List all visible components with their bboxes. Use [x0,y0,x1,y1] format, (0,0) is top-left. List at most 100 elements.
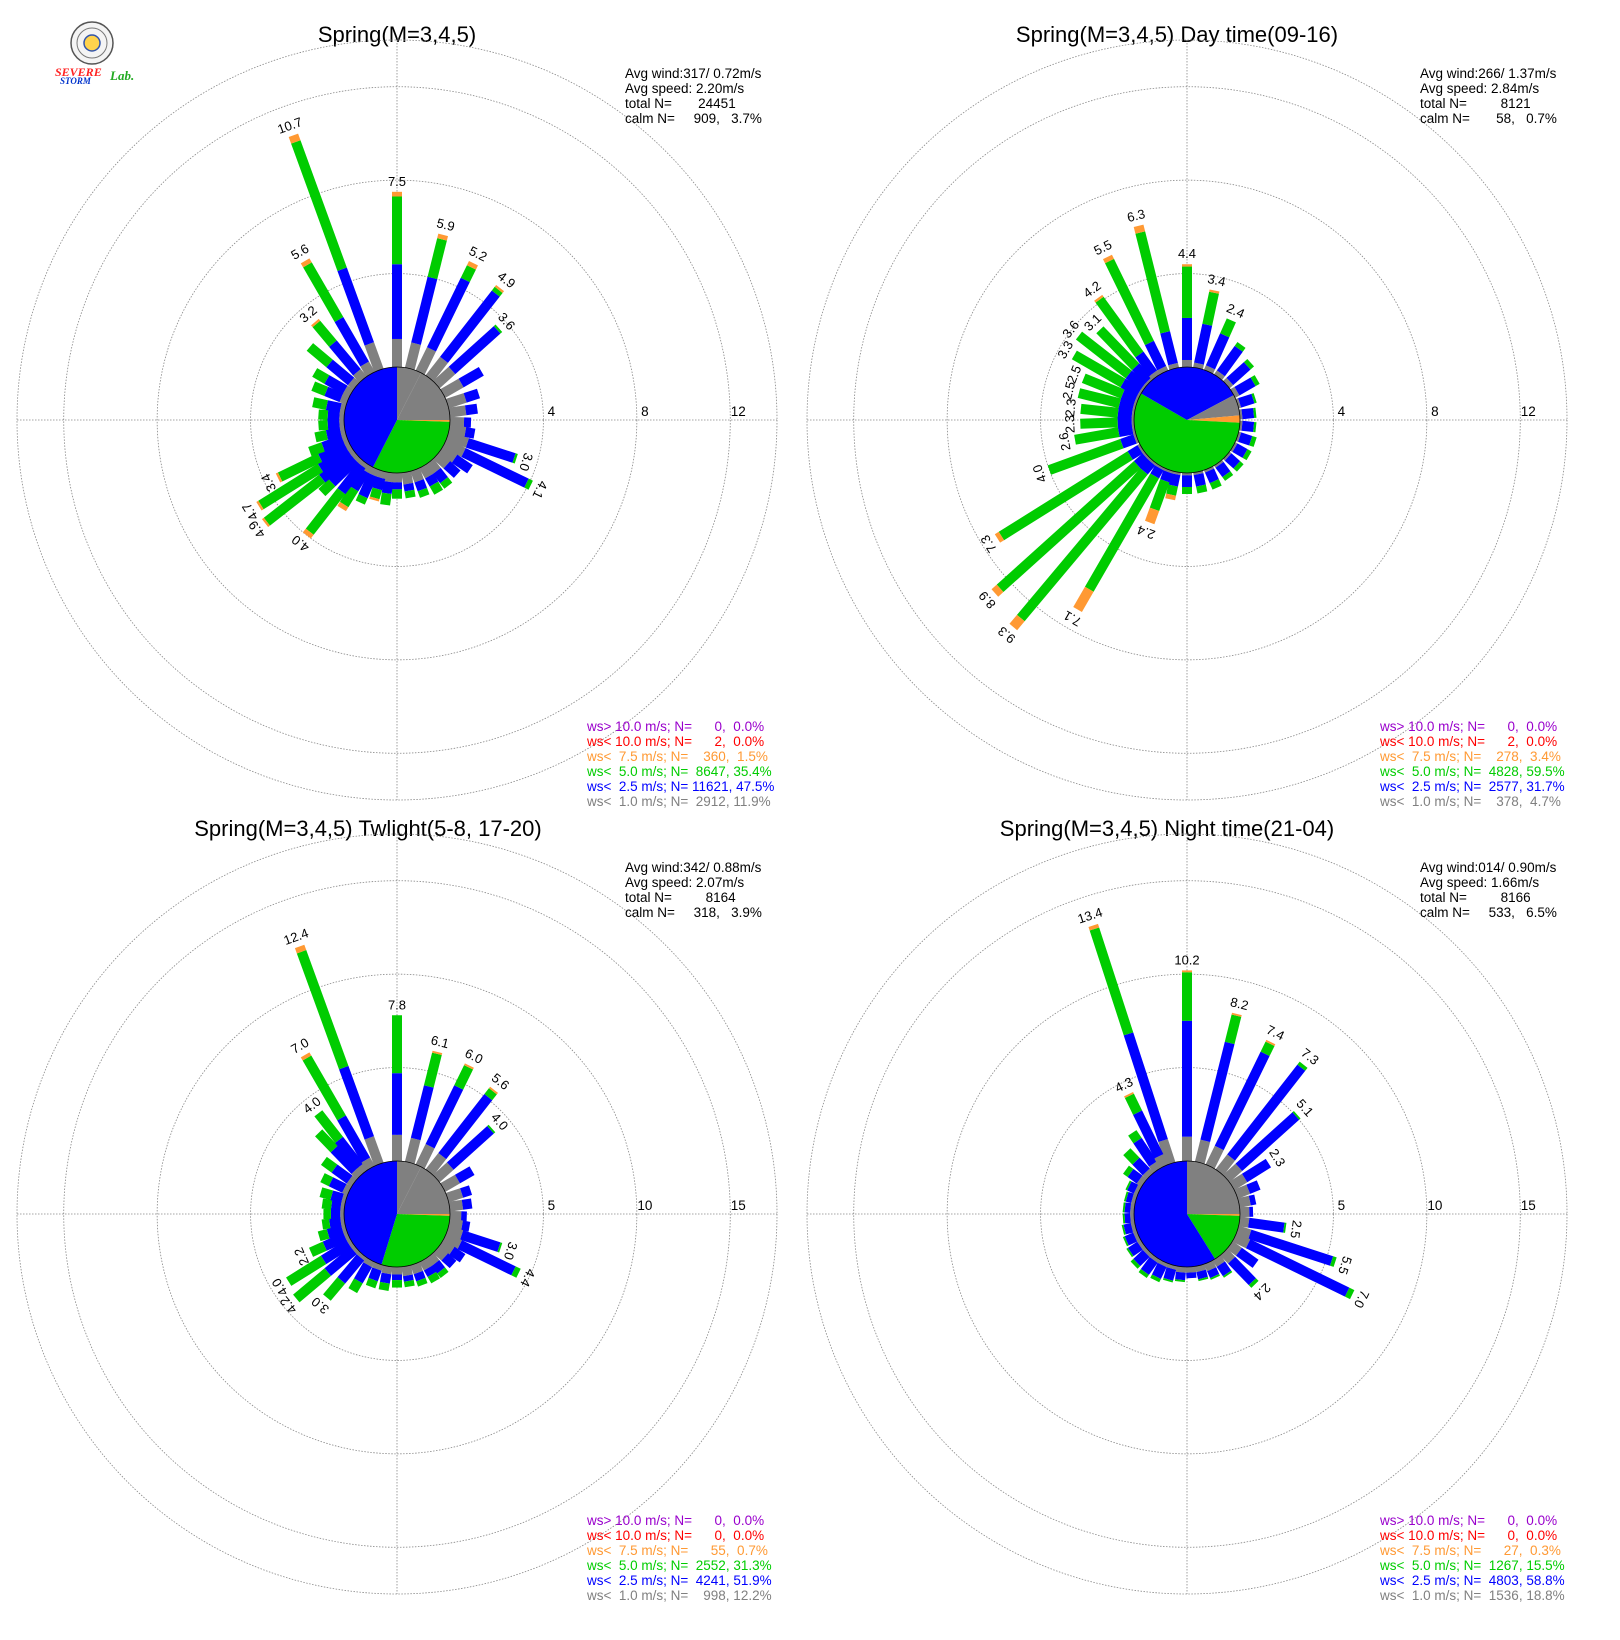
bar-segment [1016,468,1148,622]
direction-bar [1235,431,1257,447]
bar-segment [1232,443,1248,458]
bar-segment [464,403,478,416]
bar-segment [1241,408,1255,420]
bar-segment [1130,1258,1141,1269]
direction-bar [1203,466,1222,490]
legend-lt2_5: ws< 2.5 m/s; N= 2577, 31.7% [1379,779,1565,794]
bar-segment [1175,1271,1186,1281]
calm-pie-slice [343,367,397,468]
bar-segment [340,1209,344,1219]
direction-bar [445,1185,473,1203]
bar-segment [1168,362,1180,370]
bar-segment [1235,398,1242,409]
bar-segment [1186,1272,1197,1279]
bar-segment [325,427,342,440]
bar-segment [1160,331,1178,366]
bar-segment [356,1251,367,1261]
bar-segment [1124,1202,1132,1214]
bar-segment [1234,342,1246,352]
bar-segment [1125,1192,1134,1204]
bar-segment [339,1065,374,1140]
bar-segment [1182,317,1192,360]
legend-lt5: ws< 5.0 m/s; N= 8647, 35.4% [586,764,772,779]
bar-segment [463,388,481,403]
legend-block: ws> 10.0 m/s; N= 0, 0.0% ws< 10.0 m/s; N… [1379,719,1565,809]
bar-label: 5.2 [467,243,490,264]
bar-segment [1132,1157,1150,1176]
bar-segment [429,481,444,495]
bar-segment [372,1262,384,1271]
bar-segment [1253,422,1257,433]
bar-segment [323,1209,331,1219]
direction-bar [1212,1255,1233,1278]
direction-bar [323,1209,344,1219]
bar-segment [1094,294,1104,303]
bar-segment [1205,333,1230,370]
bar-segment [1149,479,1170,512]
bar-segment [311,318,321,328]
direction-bar [319,1187,348,1205]
bar-segment [1163,1267,1177,1281]
stats-block: Avg wind:014/ 0.90m/s Avg speed: 1.66m/s… [1420,860,1557,920]
direction-bar [449,416,472,428]
bar-segment [337,462,366,495]
bar-segment [328,456,359,487]
bar-segment [410,1262,424,1275]
direction-bar [438,445,473,474]
bar-segment [460,1230,501,1252]
bar-segment [329,1216,342,1229]
legend-gt10: ws> 10.0 m/s; N= 0, 0.0% [1379,719,1557,734]
bar-segment [331,1164,353,1184]
direction-bar [404,233,449,370]
bar-segment [302,1055,346,1121]
direction-bar [445,388,481,409]
bar-segment [1224,1014,1242,1045]
direction-bar [1182,970,1192,1161]
bar-segment [360,361,375,377]
bar-segment [291,140,347,271]
bar-segment [493,324,503,334]
bar-segment [1125,1180,1132,1191]
bar-segment [392,1267,402,1275]
stat-calm-n: calm N= 909, 3.7% [625,111,762,126]
bar-segment [1224,453,1241,469]
ring-label: 12 [731,404,746,419]
bar-segment [364,1136,384,1166]
bar-segment [263,474,326,526]
bar-segment [1133,224,1146,234]
bar-segment [404,1137,421,1164]
bar-segment [305,488,346,535]
direction-bar [1203,318,1236,374]
bar-segment [1121,1224,1126,1235]
bar-segment [1124,1091,1134,1099]
direction-bar [1229,1158,1272,1191]
direction-bar [1214,342,1246,381]
bar-segment [1243,358,1255,370]
rose-plot: 4 8 124.43.42.42.47.19.38.97.34.02.62.32.3… [806,39,1568,801]
seal-inner-ring [76,27,108,59]
bar-segment [392,1274,402,1281]
direction-bar [1205,1039,1276,1169]
direction-bar [311,318,367,383]
direction-bar [425,1086,498,1176]
bar-segment [1182,473,1192,476]
bar-segment [392,1073,402,1135]
legend-lt1: ws< 1.0 m/s; N= 2912, 11.9% [586,794,771,809]
calm-pie-slice [372,420,450,474]
bar-segment [321,1198,333,1210]
bar-segment [449,1210,462,1222]
bar-segment [1239,1206,1250,1218]
direction-bar [442,438,533,490]
bar-segment [1130,1221,1137,1233]
bar-segment [1123,1222,1134,1235]
bar-segment [1297,1061,1308,1071]
bar-label: 2.3 [1062,415,1078,434]
bar-segment [1223,377,1234,389]
legend-gt10: ws> 10.0 m/s; N= 0, 0.0% [586,1513,764,1528]
bar-segment [1242,449,1252,461]
direction-bar [991,451,1151,597]
bar-segment [392,196,402,265]
bar-segment [1214,1051,1270,1151]
